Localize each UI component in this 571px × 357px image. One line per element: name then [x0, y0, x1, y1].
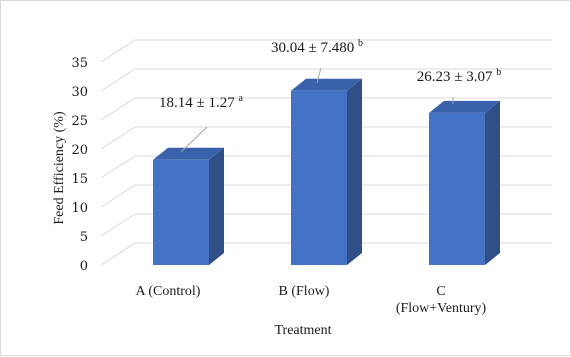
gridline-diagonal [100, 97, 136, 121]
data-labels: 18.14 ± 1.27 a 30.04 ± 7.480 b 26.23 ± 3.0… [159, 38, 501, 111]
bars [153, 78, 500, 265]
y-tick-label: 5 [80, 230, 88, 245]
y-tick-label: 20 [71, 143, 88, 158]
leader-line [180, 126, 208, 153]
leader-lines [180, 67, 454, 153]
bar-top [153, 147, 224, 160]
gridline-diagonal [100, 126, 136, 150]
x-axis-title: Treatment [274, 323, 331, 338]
x-category-label: C (Flow+Ventury) [396, 284, 487, 316]
bar-top [291, 78, 362, 91]
gridline-diagonal [100, 155, 136, 179]
data-label: 30.04 ± 7.480 b [271, 38, 363, 56]
x-category-label: B (Flow) [279, 284, 330, 299]
y-tick-label: 30 [71, 85, 88, 100]
y-tick-label: 25 [71, 114, 88, 129]
gridline-diagonal [100, 68, 136, 92]
bar-side [485, 100, 500, 265]
x-category-label: A (Control) [136, 284, 201, 299]
bar-front [153, 159, 209, 265]
bar-front [429, 112, 485, 265]
bar [153, 147, 224, 265]
bar-side [209, 147, 224, 265]
gridline-diagonal [100, 213, 136, 237]
data-label: 26.23 ± 3.07 b [417, 67, 501, 85]
y-axis-ticks: 0 5 10 15 20 25 30 35 [71, 56, 88, 274]
bar-top [429, 100, 500, 113]
bar [429, 100, 500, 265]
leader-line [316, 67, 322, 84]
bar-front [291, 90, 347, 265]
bar [291, 78, 362, 265]
y-tick-label: 35 [71, 56, 88, 71]
y-tick-label: 15 [71, 172, 88, 187]
y-axis-title: Feed Efficiency (%) [52, 111, 67, 225]
x-axis-categories: A (Control) B (Flow) C (Flow+Ventury) [136, 284, 487, 316]
gridline-diagonal [100, 242, 136, 266]
y-tick-label: 10 [71, 201, 88, 216]
y-tick-label: 0 [80, 259, 88, 274]
data-label: 18.14 ± 1.27 a [159, 93, 243, 111]
gridline-diagonal [100, 184, 136, 208]
gridline-diagonal [100, 39, 136, 63]
bar-side [347, 78, 362, 265]
